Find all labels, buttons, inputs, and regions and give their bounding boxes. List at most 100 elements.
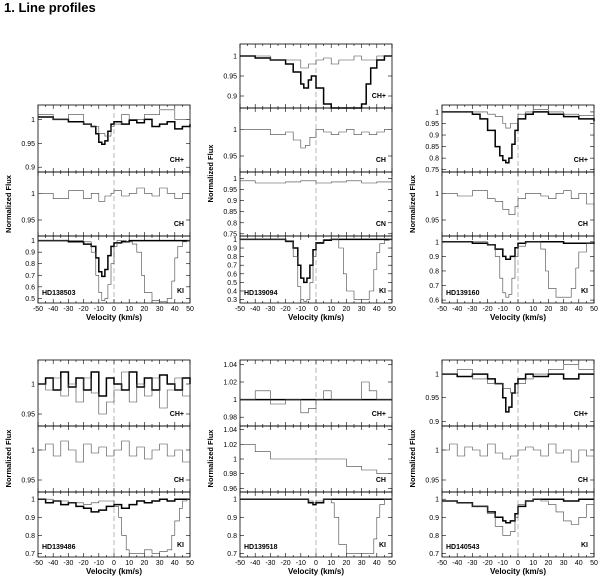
spectrum-line-thick	[38, 371, 191, 397]
x-tick-label: -30	[467, 306, 477, 313]
x-tick-label: -10	[498, 306, 508, 313]
x-tick-label: -40	[48, 306, 58, 313]
species-label: CH	[174, 477, 184, 484]
x-tick-label: 50	[186, 306, 194, 313]
y-tick-label: 1.02	[223, 380, 237, 387]
species-label: CH	[578, 221, 588, 228]
x-tick-label: 10	[125, 560, 133, 567]
x-tick-label: 10	[529, 306, 537, 313]
panel-ki: 1 0.9 0.8 0.7 KI HD140543	[429, 491, 595, 558]
x-tick-label: -40	[452, 560, 462, 567]
y-tick-label: 0.9	[227, 246, 237, 253]
y-tick-label: 1	[31, 117, 35, 124]
x-tick-label: 30	[560, 306, 568, 313]
x-tick-label: 20	[141, 306, 149, 313]
x-tick-label: 10	[327, 306, 335, 313]
species-label: KI	[379, 542, 386, 549]
y-tick-label: 0.75	[223, 231, 237, 238]
x-tick-label: 30	[560, 560, 568, 567]
y-tick-label: 0.9	[25, 165, 35, 172]
x-tick-label: -10	[296, 306, 306, 313]
star-name: HD139094	[244, 290, 278, 297]
x-tick-label: 40	[575, 306, 583, 313]
y-tick-label: 0.95	[223, 74, 237, 81]
star-name: HD139518	[244, 544, 278, 551]
y-tick-label: 0.95	[425, 478, 439, 485]
y-tick-label: 1	[31, 382, 35, 389]
panel-ch: 1 0.95 CH	[21, 171, 191, 237]
y-tick-label: 1	[435, 191, 439, 198]
y-tick-label: 1	[233, 54, 237, 61]
x-tick-label: -30	[63, 560, 73, 567]
x-tick-label: 0	[516, 306, 520, 313]
chart-hd139518: 1.04 1.02 1 0.98 CH+ 1.04 1.02 1 0.98 0.96 CH 1 0.9 0…	[206, 359, 396, 576]
x-axis-label: Velocity (km/s)	[490, 313, 546, 322]
y-tick-label: 0.95	[21, 141, 35, 148]
x-tick-label: -50	[437, 560, 447, 567]
y-tick-label: 0.85	[223, 209, 237, 216]
spectrum-line-thin	[38, 240, 190, 303]
spectrum-line-thin	[442, 109, 595, 129]
y-tick-label: 0.95	[223, 187, 237, 194]
x-tick-label: 50	[590, 560, 598, 567]
spectrum-line-thin	[240, 498, 392, 554]
y-tick-label: 0.8	[227, 254, 237, 261]
y-tick-label: 0.9	[227, 198, 237, 205]
y-tick-label: 0.7	[429, 283, 439, 290]
panel-cn: 1 0.95 0.9 0.85 0.8 0.75 CN	[223, 171, 393, 238]
spectrum-line-thin	[240, 129, 392, 149]
x-tick-label: 10	[327, 560, 335, 567]
y-tick-label: 0.9	[227, 515, 237, 522]
y-tick-label: 0.9	[25, 250, 35, 257]
species-label: KI	[379, 288, 386, 295]
x-tick-label: -50	[235, 560, 245, 567]
y-tick-label: 0.8	[25, 533, 35, 540]
y-tick-label: 0.95	[21, 478, 35, 485]
y-tick-label: 1	[233, 457, 237, 464]
x-tick-label: 50	[388, 306, 396, 313]
species-label: CH+	[372, 411, 386, 418]
spectrum-line-thick	[442, 373, 594, 413]
species-label: CH	[174, 221, 184, 228]
x-tick-label: 30	[358, 560, 366, 567]
page-title: 1. Line profiles	[4, 0, 96, 15]
x-tick-label: 10	[125, 306, 133, 313]
x-tick-label: -50	[33, 306, 43, 313]
panel-chplus: 1.04 1.02 1 0.98 CH+	[223, 359, 393, 427]
panel-chplus: 1 0.95 0.9 CH+	[223, 43, 393, 109]
y-tick-label: 1	[31, 448, 35, 455]
spectrum-line-thin	[442, 498, 595, 536]
x-tick-label: -30	[265, 560, 275, 567]
y-tick-label: 0.8	[429, 533, 439, 540]
y-tick-label: 0.3	[227, 297, 237, 304]
x-tick-label: 50	[590, 306, 598, 313]
spectrum-line-thin	[442, 443, 595, 463]
x-tick-label: -20	[483, 306, 493, 313]
spectrum-line-thin	[240, 55, 393, 69]
spectrum-line-thin	[240, 381, 392, 414]
y-tick-label: 0.95	[21, 218, 35, 225]
y-tick-label: 0.95	[223, 154, 237, 161]
species-label: CH	[578, 477, 588, 484]
y-tick-label: 1	[31, 238, 35, 245]
y-tick-label: 0.75	[425, 167, 439, 174]
y-tick-label: 0.5	[25, 296, 35, 303]
spectrum-line-thin	[240, 444, 393, 478]
x-tick-label: 0	[516, 560, 520, 567]
y-tick-label: 0.6	[227, 271, 237, 278]
y-axis-label: Normalized Flux	[408, 174, 417, 233]
chart-hd139094: 10.950.9 CH+10.95 CH10.950.90.850.80.75CN1…	[206, 43, 396, 322]
y-tick-label: 0.9	[429, 419, 439, 426]
y-tick-label: 0.4	[227, 288, 237, 295]
y-tick-label: 0.7	[429, 551, 439, 558]
y-tick-label: 1	[435, 497, 439, 504]
x-tick-label: -20	[281, 560, 291, 567]
star-name: HD140543	[446, 544, 480, 551]
y-tick-label: 0.8	[25, 261, 35, 268]
y-tick-label: 0.85	[425, 144, 439, 151]
y-tick-label: 0.8	[227, 220, 237, 227]
panel-ki: 1 0.9 0.8 0.7 0.6 0.5 KI HD138503	[25, 235, 191, 304]
x-tick-label: -40	[452, 306, 462, 313]
y-tick-label: 0.95	[425, 218, 439, 225]
